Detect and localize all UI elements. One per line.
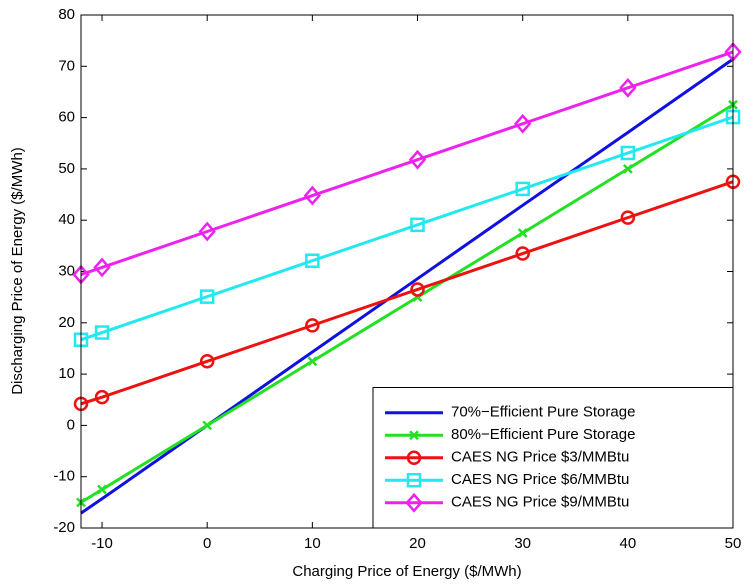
y-tick-label: 80 bbox=[58, 6, 75, 23]
marker bbox=[409, 430, 419, 441]
x-axis-label: Charging Price of Energy ($/MWh) bbox=[292, 563, 521, 580]
y-tick-label: -20 bbox=[53, 519, 75, 536]
x-tick-label: 0 bbox=[203, 535, 211, 552]
marker bbox=[199, 354, 215, 369]
marker bbox=[97, 484, 107, 495]
marker bbox=[307, 356, 318, 367]
y-tick-label: 10 bbox=[58, 365, 75, 382]
y-tick-label: 0 bbox=[67, 416, 75, 433]
legend-label: CAES NG Price $3/MMBtu bbox=[451, 449, 629, 466]
y-axis-label: Discharging Price of Energy ($/MWh) bbox=[9, 147, 26, 395]
y-tick-label: 70 bbox=[58, 57, 75, 74]
marker bbox=[94, 325, 110, 340]
marker bbox=[305, 318, 320, 333]
marker bbox=[410, 282, 425, 297]
marker bbox=[515, 181, 530, 197]
y-tick-label: -10 bbox=[53, 468, 75, 485]
x-tick-label: -10 bbox=[91, 535, 113, 552]
marker bbox=[199, 289, 215, 304]
marker bbox=[406, 473, 422, 488]
x-tick-label: 10 bbox=[304, 535, 321, 552]
marker bbox=[517, 228, 528, 238]
marker bbox=[515, 246, 530, 261]
x-tick-label: 40 bbox=[619, 535, 636, 552]
marker bbox=[620, 210, 636, 225]
x-tick-label: 20 bbox=[409, 535, 426, 552]
series-line bbox=[80, 115, 734, 342]
marker bbox=[198, 221, 216, 242]
x-tick-label: 30 bbox=[514, 535, 531, 552]
marker bbox=[405, 492, 423, 513]
marker bbox=[408, 149, 427, 170]
marker bbox=[94, 389, 110, 405]
y-tick-label: 20 bbox=[58, 314, 75, 331]
x-tick-label: 50 bbox=[725, 535, 742, 552]
marker bbox=[410, 217, 425, 233]
marker bbox=[514, 113, 532, 134]
legend-label: 70%−Efficient Pure Storage bbox=[451, 404, 635, 421]
series-line bbox=[80, 50, 734, 276]
marker bbox=[303, 185, 322, 206]
marker bbox=[406, 450, 422, 465]
marker bbox=[93, 257, 111, 278]
marker bbox=[622, 164, 633, 174]
marker bbox=[619, 77, 637, 98]
y-tick-label: 50 bbox=[58, 160, 75, 177]
legend-label: CAES NG Price $9/MMBtu bbox=[451, 494, 629, 511]
marker bbox=[305, 253, 320, 268]
legend-label: CAES NG Price $6/MMBtu bbox=[451, 471, 629, 488]
series-line bbox=[80, 103, 734, 504]
marker bbox=[620, 145, 636, 161]
series-line bbox=[80, 180, 734, 406]
y-tick-label: 60 bbox=[58, 109, 75, 126]
legend: 70%−Efficient Pure Storage 80%−Efficient … bbox=[372, 387, 734, 529]
legend-label: 80%−Efficient Pure Storage bbox=[451, 426, 635, 443]
series-line bbox=[80, 57, 734, 515]
y-tick-label: 30 bbox=[58, 262, 75, 279]
marker bbox=[202, 420, 213, 431]
y-tick-label: 40 bbox=[58, 211, 75, 228]
